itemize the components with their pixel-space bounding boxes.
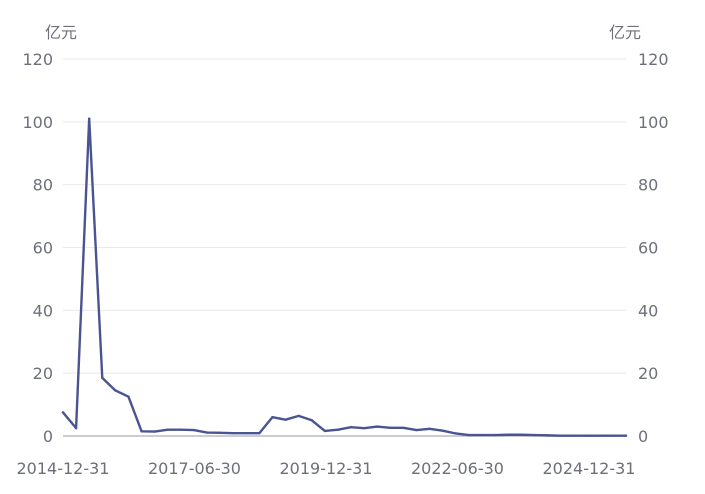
data-point[interactable]	[179, 428, 183, 431]
data-point[interactable]	[624, 434, 628, 437]
data-point[interactable]	[61, 411, 65, 414]
left-y-tick-label: 40	[33, 301, 53, 320]
axis-labels: 亿元 亿元 0 0 20 20 40 40 60 60 80 80 100 100 120 120 2014…	[17, 23, 669, 478]
data-point[interactable]	[336, 428, 340, 431]
data-point[interactable]	[598, 434, 602, 437]
data-point[interactable]	[258, 431, 261, 435]
data-point[interactable]	[389, 426, 392, 430]
data-point[interactable]	[480, 433, 484, 437]
data-point[interactable]	[205, 431, 209, 434]
data-point[interactable]	[271, 415, 274, 419]
data-point[interactable]	[310, 419, 313, 422]
data-point[interactable]	[218, 431, 222, 435]
data-point[interactable]	[114, 389, 117, 392]
data-point[interactable]	[349, 426, 353, 429]
left-y-tick-label: 60	[33, 239, 53, 258]
data-point[interactable]	[402, 426, 405, 430]
right-y-tick-label: 60	[638, 239, 658, 258]
data-point[interactable]	[166, 428, 169, 431]
data-point[interactable]	[140, 430, 143, 433]
left-y-tick-label: 100	[22, 113, 53, 132]
data-point[interactable]	[74, 426, 78, 430]
right-y-tick-label: 20	[638, 364, 658, 383]
data-point[interactable]	[153, 430, 156, 433]
right-y-tick-label: 120	[638, 50, 669, 69]
data-point[interactable]	[192, 428, 196, 432]
data-point[interactable]	[506, 433, 510, 436]
data-point[interactable]	[520, 433, 523, 436]
left-y-tick-label: 120	[22, 50, 53, 69]
data-point[interactable]	[611, 434, 615, 437]
data-point[interactable]	[101, 376, 104, 380]
left-y-tick-label: 80	[33, 176, 53, 195]
data-point[interactable]	[441, 429, 444, 432]
data-point[interactable]	[415, 428, 418, 432]
data-point[interactable]	[546, 434, 549, 437]
x-tick-label: 2014-12-31	[17, 459, 110, 478]
right-y-tick-label: 80	[638, 176, 658, 195]
right-y-tick-label: 100	[638, 113, 669, 132]
data-point[interactable]	[493, 433, 497, 437]
data-point[interactable]	[559, 434, 562, 437]
data-point[interactable]	[232, 431, 235, 435]
data-point[interactable]	[376, 425, 379, 428]
left-y-tick-label: 0	[43, 427, 53, 446]
series-line-0	[61, 117, 628, 437]
data-point[interactable]	[323, 429, 327, 433]
x-tick-label: 2017-06-30	[148, 459, 241, 478]
data-point[interactable]	[585, 434, 588, 437]
data-point[interactable]	[245, 431, 248, 435]
left-y-tick-label: 20	[33, 364, 53, 383]
data-point[interactable]	[533, 433, 536, 437]
data-point[interactable]	[127, 395, 130, 398]
data-point[interactable]	[362, 426, 366, 430]
left-axis-unit: 亿元	[45, 23, 77, 42]
data-point[interactable]	[297, 414, 300, 418]
data-point[interactable]	[284, 418, 287, 421]
right-axis-unit: 亿元	[609, 23, 641, 42]
data-point[interactable]	[467, 433, 471, 437]
x-tick-label: 2024-12-31	[543, 459, 636, 478]
series-layer	[61, 117, 628, 437]
grid-lines	[63, 58, 626, 374]
data-point[interactable]	[454, 432, 457, 435]
right-y-tick-label: 0	[638, 427, 648, 446]
x-tick-label: 2022-06-30	[411, 459, 504, 478]
x-tick-label: 2019-12-31	[280, 459, 373, 478]
data-point[interactable]	[428, 427, 431, 430]
data-point[interactable]	[572, 434, 575, 437]
right-y-tick-label: 40	[638, 301, 658, 320]
data-point[interactable]	[87, 117, 91, 120]
